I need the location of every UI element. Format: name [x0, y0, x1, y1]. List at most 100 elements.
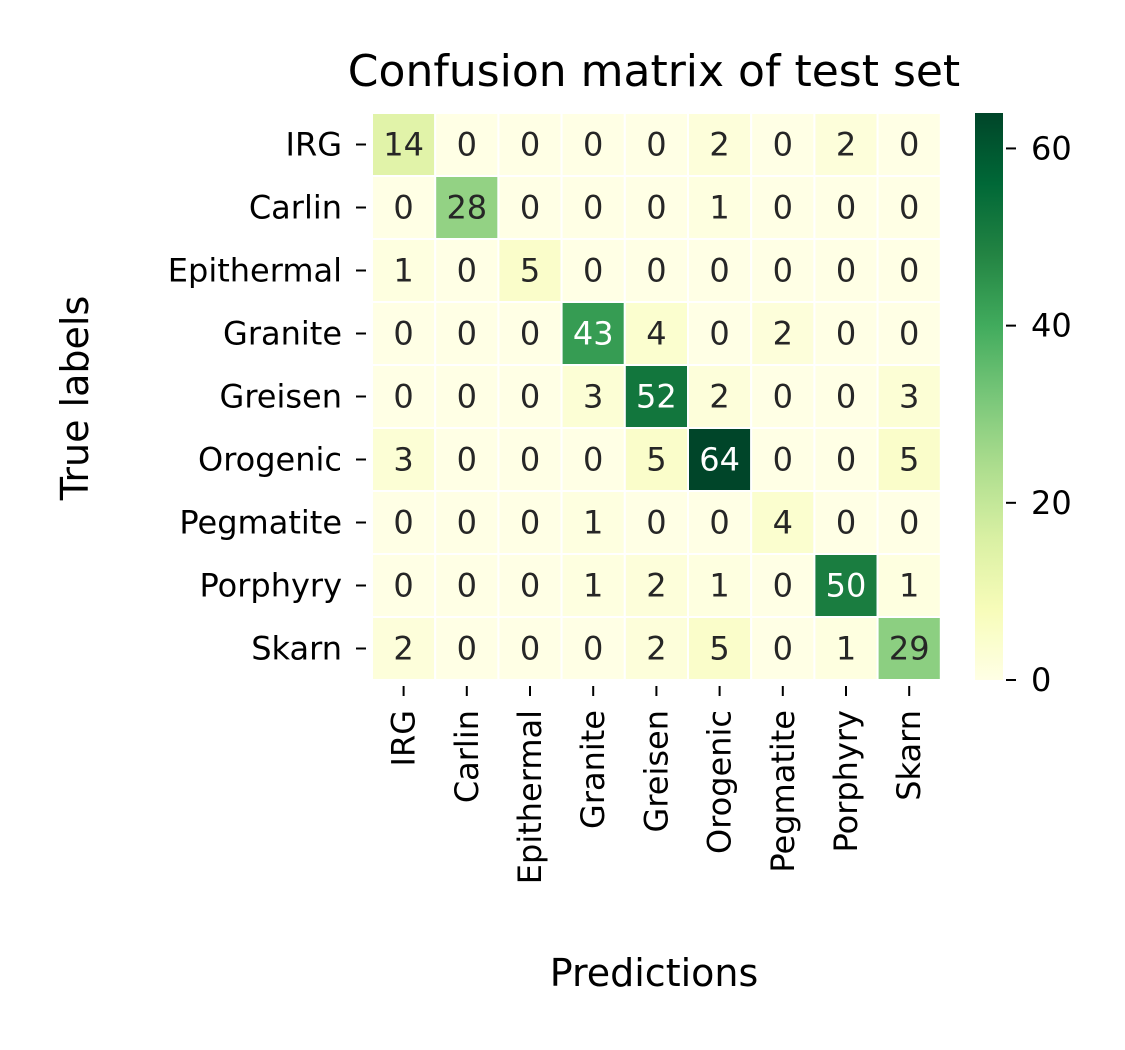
- cell-value-carlin-porphyry: 0: [836, 189, 856, 227]
- cell-porphyry-epithermal: [497, 553, 563, 618]
- cell-value-orogenic-granite: 0: [583, 441, 603, 479]
- cell-value-orogenic-greisen: 5: [646, 441, 666, 479]
- cell-value-carlin-orogenic: 1: [709, 189, 729, 227]
- y-tick-label-epithermal: Epithermal: [168, 252, 342, 290]
- chart-title: Confusion matrix of test set: [348, 46, 960, 97]
- cell-value-irg-skarn: 0: [899, 126, 919, 164]
- cell-value-pegmatite-pegmatite: 4: [773, 504, 793, 542]
- y-axis: IRG Carlin Epithermal Granite Greisen Orogeni…: [168, 126, 366, 668]
- cell-value-granite-greisen: 4: [646, 315, 666, 353]
- cell-value-epithermal-irg: 1: [393, 252, 413, 290]
- cell-value-orogenic-pegmatite: 0: [773, 441, 793, 479]
- cell-value-skarn-orogenic: 5: [709, 630, 729, 668]
- cell-porphyry-greisen: [623, 553, 689, 618]
- x-tick-label-pegmatite: Pegmatite: [764, 710, 802, 873]
- cell-value-pegmatite-irg: 0: [393, 504, 413, 542]
- cell-skarn-pegmatite: [750, 616, 816, 681]
- x-tick-label-greisen: Greisen: [637, 710, 675, 832]
- cell-porphyry-orogenic: [687, 553, 753, 618]
- cell-skarn-epithermal: [497, 616, 563, 681]
- cell-epithermal-carlin: [434, 238, 500, 303]
- cell-value-greisen-orogenic: 2: [709, 378, 729, 416]
- heatmap-cells: [371, 112, 942, 681]
- cell-value-greisen-epithermal: 0: [520, 378, 540, 416]
- x-tick-label-skarn: Skarn: [890, 710, 928, 801]
- cell-value-carlin-pegmatite: 0: [773, 189, 793, 227]
- cell-value-epithermal-carlin: 0: [457, 252, 477, 290]
- cell-carlin-pegmatite: [750, 175, 816, 240]
- cell-value-pegmatite-orogenic: 0: [709, 504, 729, 542]
- cell-carlin-epithermal: [497, 175, 563, 240]
- cell-skarn-skarn: [876, 616, 942, 681]
- cell-value-greisen-greisen: 52: [636, 378, 677, 416]
- cell-value-granite-porphyry: 0: [836, 315, 856, 353]
- cell-porphyry-granite: [560, 553, 626, 618]
- cell-value-porphyry-pegmatite: 0: [773, 567, 793, 605]
- colorbar: 0 20 40 60: [975, 113, 1072, 699]
- cell-value-granite-skarn: 0: [899, 315, 919, 353]
- cell-granite-skarn: [876, 301, 942, 366]
- cell-value-porphyry-orogenic: 1: [709, 567, 729, 605]
- cell-orogenic-orogenic: [687, 427, 753, 492]
- y-axis-title: True labels: [53, 296, 97, 502]
- cell-value-skarn-greisen: 2: [646, 630, 666, 668]
- colorbar-tick-label-20: 20: [1031, 484, 1072, 522]
- cell-epithermal-skarn: [876, 238, 942, 303]
- cell-granite-granite: [560, 301, 626, 366]
- cell-skarn-irg: [371, 616, 437, 681]
- cell-value-epithermal-granite: 0: [583, 252, 603, 290]
- cell-epithermal-epithermal: [497, 238, 563, 303]
- cell-value-greisen-pegmatite: 0: [773, 378, 793, 416]
- cell-value-irg-porphyry: 2: [836, 126, 856, 164]
- cell-value-skarn-porphyry: 1: [836, 630, 856, 668]
- cell-greisen-orogenic: [687, 364, 753, 429]
- cell-pegmatite-irg: [371, 490, 437, 555]
- cell-porphyry-irg: [371, 553, 437, 618]
- y-tick-label-granite: Granite: [223, 315, 342, 353]
- cell-value-pegmatite-granite: 1: [583, 504, 603, 542]
- cell-carlin-greisen: [623, 175, 689, 240]
- cell-value-porphyry-epithermal: 0: [520, 567, 540, 605]
- x-tick-label-granite: Granite: [574, 710, 612, 829]
- cell-orogenic-skarn: [876, 427, 942, 492]
- cell-value-skarn-pegmatite: 0: [773, 630, 793, 668]
- cell-orogenic-granite: [560, 427, 626, 492]
- y-tick-label-irg: IRG: [286, 126, 342, 164]
- cell-value-irg-carlin: 0: [457, 126, 477, 164]
- cell-value-greisen-porphyry: 0: [836, 378, 856, 416]
- cell-value-porphyry-irg: 0: [393, 567, 413, 605]
- colorbar-gradient: [975, 113, 1003, 680]
- x-tick-label-carlin: Carlin: [448, 710, 486, 803]
- cell-value-irg-orogenic: 2: [709, 126, 729, 164]
- cell-value-epithermal-porphyry: 0: [836, 252, 856, 290]
- cell-pegmatite-carlin: [434, 490, 500, 555]
- y-tick-label-greisen: Greisen: [220, 378, 342, 416]
- cell-orogenic-greisen: [623, 427, 689, 492]
- y-tick-label-skarn: Skarn: [251, 630, 342, 668]
- cell-value-porphyry-skarn: 1: [899, 567, 919, 605]
- cell-value-epithermal-pegmatite: 0: [773, 252, 793, 290]
- cell-skarn-carlin: [434, 616, 500, 681]
- cell-skarn-orogenic: [687, 616, 753, 681]
- cell-orogenic-porphyry: [813, 427, 879, 492]
- colorbar-tick-label-60: 60: [1031, 129, 1072, 167]
- cell-value-epithermal-greisen: 0: [646, 252, 666, 290]
- cell-annotations: 14 0 0 0 0 2 0 2 00 28 0 0 0 1 0 0 01 0 5 0 0 0 0 0 00 0 0 43 4 0 2 0 00…: [383, 126, 929, 668]
- cell-value-carlin-greisen: 0: [646, 189, 666, 227]
- cell-value-porphyry-porphyry: 50: [826, 567, 867, 605]
- cell-value-carlin-irg: 0: [393, 189, 413, 227]
- cell-irg-porphyry: [813, 112, 879, 177]
- y-tick-label-pegmatite: Pegmatite: [179, 504, 342, 542]
- cell-epithermal-granite: [560, 238, 626, 303]
- cell-value-porphyry-greisen: 2: [646, 567, 666, 605]
- cell-skarn-greisen: [623, 616, 689, 681]
- x-tick-label-irg: IRG: [385, 710, 423, 766]
- cell-value-orogenic-epithermal: 0: [520, 441, 540, 479]
- cell-greisen-irg: [371, 364, 437, 429]
- cell-value-greisen-carlin: 0: [457, 378, 477, 416]
- x-tick-label-porphyry: Porphyry: [827, 710, 865, 853]
- cell-value-epithermal-skarn: 0: [899, 252, 919, 290]
- cell-irg-orogenic: [687, 112, 753, 177]
- cell-value-skarn-irg: 2: [393, 630, 413, 668]
